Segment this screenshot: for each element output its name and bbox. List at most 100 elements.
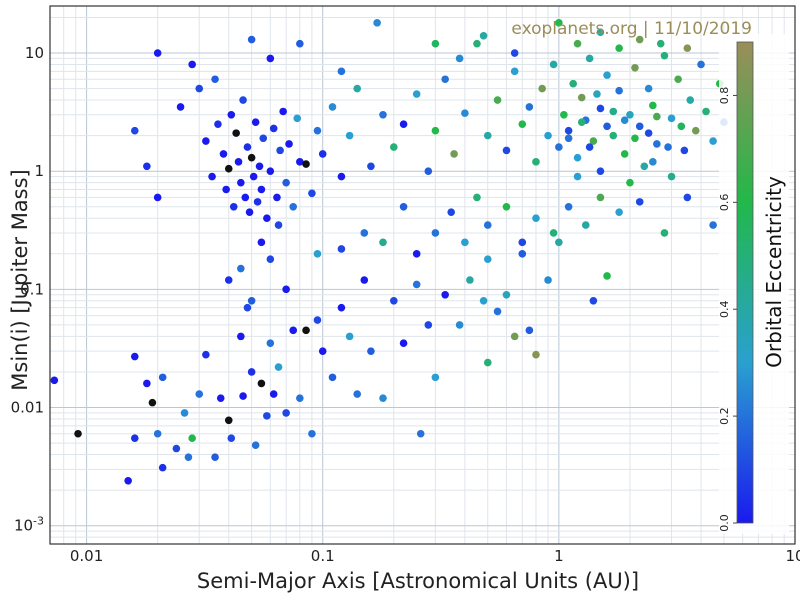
data-point <box>216 394 225 402</box>
data-point <box>219 150 228 158</box>
data-point <box>649 101 657 110</box>
data-point <box>360 276 369 284</box>
data-point-special <box>74 429 82 438</box>
data-point <box>510 67 519 76</box>
data-point <box>257 238 266 247</box>
data-point <box>211 75 219 84</box>
data-point <box>424 321 433 329</box>
data-point <box>702 107 710 116</box>
data-point <box>257 185 266 194</box>
data-point <box>615 44 623 52</box>
data-point <box>345 332 354 341</box>
data-point <box>502 146 511 155</box>
data-point <box>683 193 692 202</box>
data-point <box>660 51 669 60</box>
data-point <box>360 229 369 237</box>
data-point <box>337 172 346 181</box>
data-point <box>251 441 260 449</box>
data-point <box>577 118 586 126</box>
data-point <box>195 84 204 93</box>
data-point <box>674 75 682 84</box>
data-point <box>518 249 527 258</box>
data-point <box>664 143 672 151</box>
data-point <box>431 373 440 382</box>
data-point <box>431 126 440 135</box>
data-point <box>466 276 474 284</box>
data-point <box>313 249 322 258</box>
data-point <box>188 434 196 443</box>
data-point <box>525 326 534 335</box>
data-point <box>245 208 254 216</box>
data-point <box>626 178 634 187</box>
data-point <box>237 264 245 273</box>
data-point <box>564 202 573 211</box>
data-point <box>549 229 558 237</box>
data-point <box>266 167 275 175</box>
data-point <box>237 332 245 341</box>
data-point <box>296 39 304 48</box>
data-point <box>282 285 290 294</box>
data-point <box>573 153 582 162</box>
data-point <box>577 93 586 102</box>
data-point <box>153 429 162 438</box>
data-point <box>493 307 502 316</box>
data-point <box>293 114 302 123</box>
data-point <box>266 255 275 263</box>
data-point <box>544 276 552 284</box>
data-point <box>631 63 639 72</box>
data-point <box>589 137 598 145</box>
data-point <box>549 60 558 69</box>
data-point <box>153 193 162 202</box>
data-point <box>620 116 629 125</box>
data-point <box>269 390 278 398</box>
y-tick-label: 1 <box>34 162 44 180</box>
watermark-text: exoplanets.org | 11/10/2019 <box>511 19 752 39</box>
data-point-special <box>302 160 310 168</box>
data-point <box>609 131 618 140</box>
data-point <box>431 39 440 48</box>
data-point <box>202 137 210 145</box>
data-point <box>585 143 594 151</box>
data-point-special <box>257 379 266 388</box>
data-point <box>308 189 316 198</box>
data-point <box>266 339 275 348</box>
data-point <box>224 276 233 284</box>
data-point <box>450 150 458 158</box>
data-point <box>263 214 271 223</box>
data-point <box>296 158 304 166</box>
data-point <box>441 290 449 299</box>
data-point <box>635 122 644 131</box>
x-axis-label: Semi-Major Axis [Astronomical Units (AU)… <box>197 569 639 593</box>
data-point <box>227 434 236 443</box>
data-point <box>276 146 284 155</box>
data-point <box>569 79 577 88</box>
data-point <box>318 150 327 158</box>
data-points <box>50 19 728 485</box>
data-point <box>222 185 230 194</box>
data-point <box>653 112 661 121</box>
y-tick-label: 0.1 <box>20 280 44 298</box>
data-point <box>247 35 256 44</box>
data-point <box>188 60 196 69</box>
data-point <box>473 39 481 48</box>
data-point <box>243 303 252 312</box>
data-point <box>585 54 594 63</box>
data-point <box>214 120 222 128</box>
data-point <box>249 172 258 181</box>
data-point-special <box>247 153 256 162</box>
data-point <box>447 208 455 216</box>
data-point <box>483 255 492 263</box>
data-point <box>237 178 245 187</box>
data-point <box>234 158 243 166</box>
data-point <box>603 71 611 79</box>
data-point <box>532 350 540 359</box>
data-point <box>367 347 375 355</box>
x-tick-label: 0.01 <box>70 547 103 565</box>
data-point <box>640 162 649 171</box>
y-tick-label: 10-3 <box>14 515 44 535</box>
data-point <box>282 178 290 187</box>
colorbar-gradient <box>736 41 754 524</box>
data-point <box>247 368 256 376</box>
data-point <box>532 158 540 166</box>
data-point <box>227 111 236 119</box>
